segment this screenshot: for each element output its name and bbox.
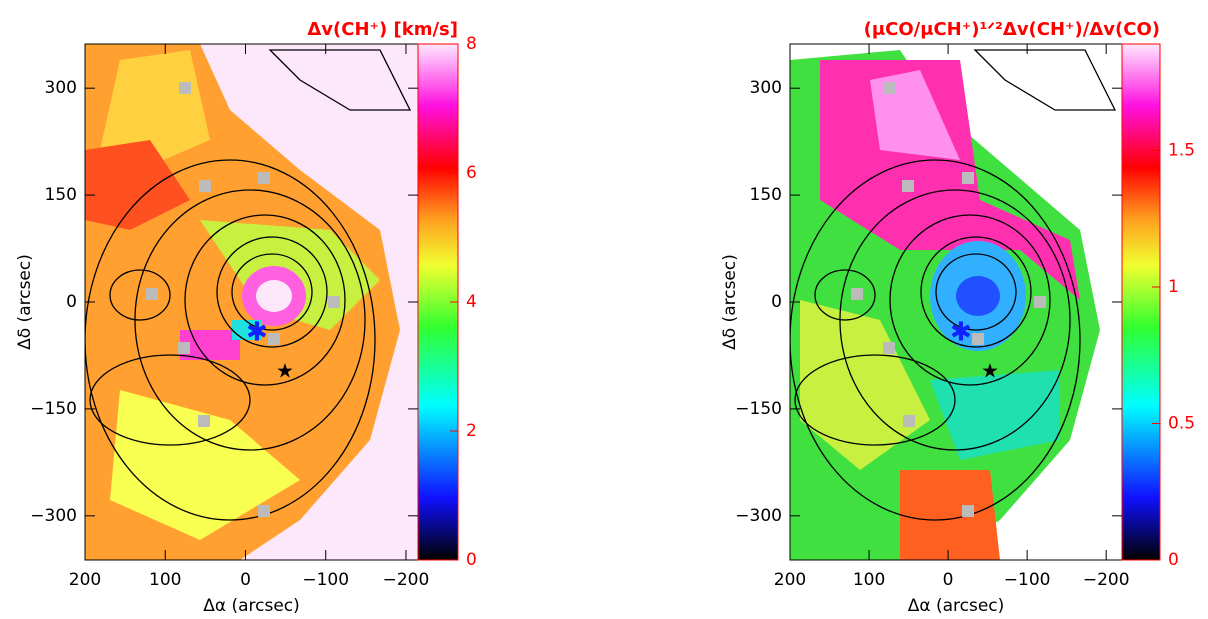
y-tick-label: −300 [735, 506, 782, 526]
colorbar-tick-label: 6 [466, 163, 477, 183]
y-tick-label: −300 [30, 506, 77, 526]
y-tick-label: 300 [750, 78, 782, 98]
x-tick-label: 200 [69, 570, 101, 590]
x-tick-label: −100 [302, 570, 349, 590]
y-axis-label: Δδ (arcsec) [15, 254, 35, 350]
colorbar-tick-label: 2 [466, 421, 477, 441]
colorbar-tick-label: 0 [466, 550, 477, 570]
x-tick-label: −200 [1083, 570, 1130, 590]
map-image: ✱ ★ [790, 44, 1122, 560]
x-axis-label: Δα (arcsec) [203, 596, 300, 616]
y-tick-label: 0 [66, 292, 77, 312]
svg-text:★: ★ [276, 359, 294, 383]
colorbar-tick-label: 4 [466, 292, 477, 312]
y-axis-label: Δδ (arcsec) [720, 254, 740, 350]
svg-text:✱: ✱ [950, 318, 972, 348]
colorbar-tick-label: 0.5 [1168, 413, 1195, 433]
x-tick-label: −100 [1004, 570, 1051, 590]
colorbar-tick-label: 0 [1168, 550, 1179, 570]
svg-text:★: ★ [981, 359, 999, 383]
colorbar-tick-label: 8 [466, 34, 477, 54]
map-image: ✱ ★ [85, 44, 418, 560]
svg-text:✱: ✱ [246, 318, 268, 348]
y-tick-label: 300 [45, 78, 77, 98]
y-tick-label: 150 [750, 185, 782, 205]
y-tick-label: −150 [30, 399, 77, 419]
y-tick-label: −150 [735, 399, 782, 419]
y-tick-label: 0 [771, 292, 782, 312]
x-axis-label: Δα (arcsec) [908, 596, 1005, 616]
x-tick-label: −200 [383, 570, 430, 590]
x-tick-label: 100 [149, 570, 181, 590]
x-tick-label: 0 [943, 570, 954, 590]
x-tick-label: 100 [853, 570, 885, 590]
chart-title: Δv(CH⁺) [km/s] [307, 19, 458, 40]
colorbar-tick-label: 1 [1168, 277, 1179, 297]
y-tick-label: 150 [45, 185, 77, 205]
x-tick-label: 200 [774, 570, 806, 590]
colorbar [1122, 44, 1160, 560]
colorbar-tick-label: 1.5 [1168, 140, 1195, 160]
x-tick-label: 0 [240, 570, 251, 590]
chart-title: (μCO/μCH⁺)¹ᐟ²Δv(CH⁺)/Δv(CO) [864, 19, 1160, 40]
